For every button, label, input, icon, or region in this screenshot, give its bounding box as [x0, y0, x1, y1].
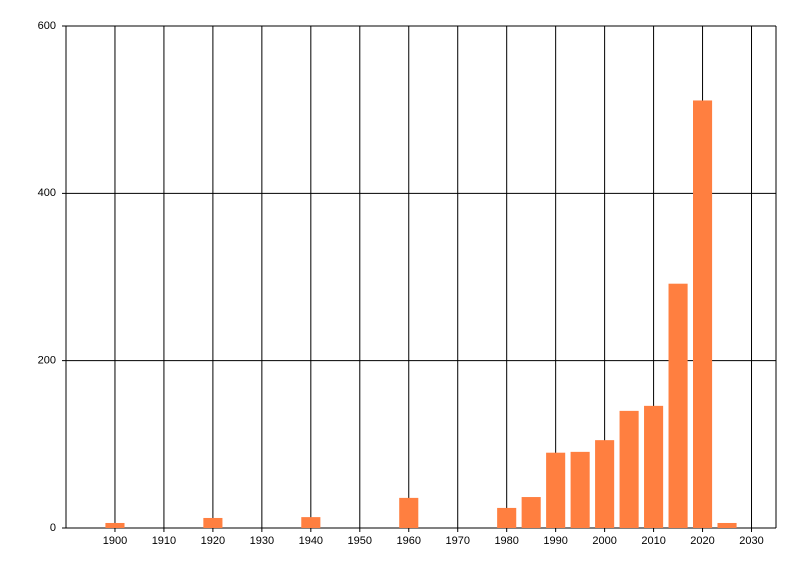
y-tick-label: 600	[38, 20, 56, 32]
x-tick-label: 1950	[348, 535, 372, 547]
bar	[570, 451, 590, 528]
bar	[521, 497, 541, 528]
x-tick-label: 1900	[103, 535, 127, 547]
x-tick-label: 1920	[201, 535, 225, 547]
bar	[546, 452, 566, 528]
bar	[644, 405, 664, 528]
x-tick-label: 1930	[250, 535, 274, 547]
bar	[619, 410, 639, 528]
bar	[717, 522, 737, 528]
bar	[497, 507, 517, 528]
bar	[105, 522, 125, 528]
x-tick-label: 2010	[641, 535, 665, 547]
bar	[399, 497, 419, 528]
x-tick-label: 1990	[543, 535, 567, 547]
bar	[301, 517, 321, 528]
x-tick-label: 1960	[397, 535, 421, 547]
bar	[595, 440, 615, 528]
x-tick-label: 1980	[494, 535, 518, 547]
x-tick-label: 1940	[299, 535, 323, 547]
bar	[668, 283, 688, 528]
x-tick-label: 1970	[445, 535, 469, 547]
x-tick-label: 2020	[690, 535, 714, 547]
x-tick-label: 2000	[592, 535, 616, 547]
bar	[693, 100, 713, 529]
y-tick-label: 400	[38, 187, 56, 199]
y-tick-label: 0	[50, 522, 56, 534]
x-tick-label: 2030	[739, 535, 763, 547]
x-tick-label: 1910	[152, 535, 176, 547]
bar	[203, 517, 223, 528]
y-tick-label: 200	[38, 355, 56, 367]
